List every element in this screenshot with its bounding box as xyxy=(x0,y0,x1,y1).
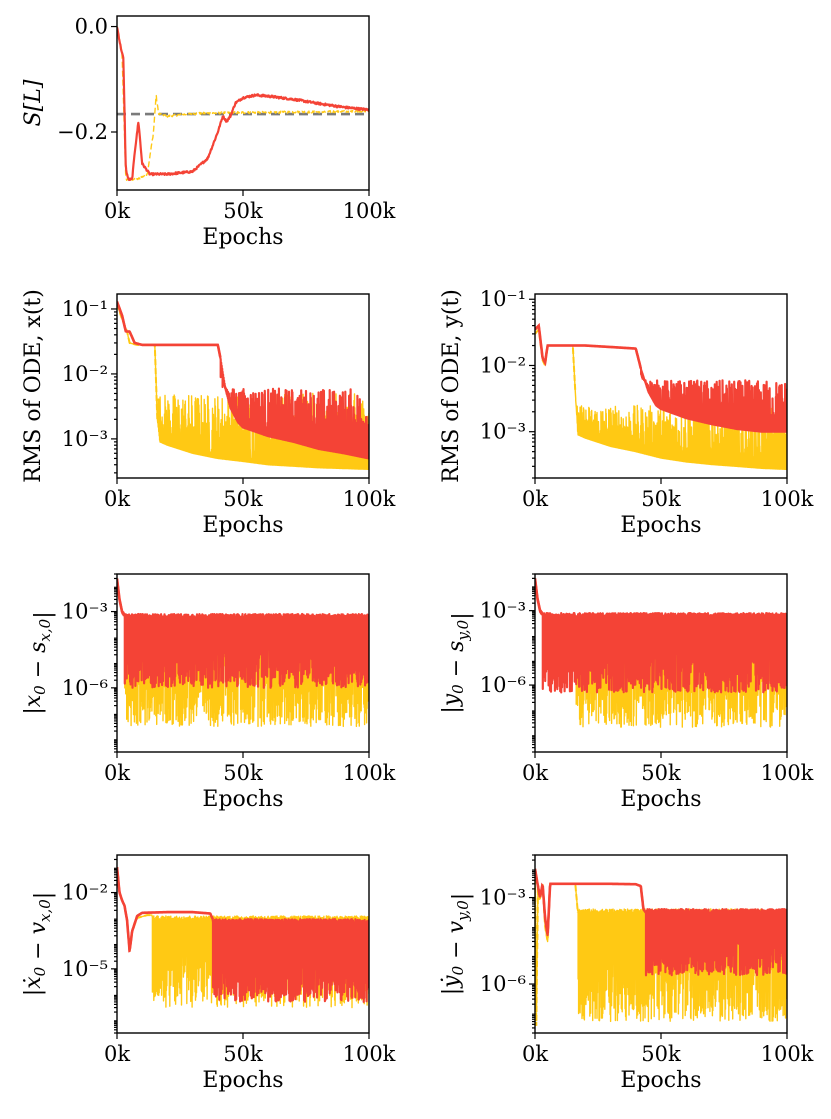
series-red-vy xyxy=(535,868,787,977)
x-axis-label-rmsx: Epochs xyxy=(202,513,283,538)
panel-vy: 0k 50k 100k Epochs 10⁻³ 10⁻⁶|ẏ0 − vy,0| xyxy=(439,854,814,1093)
panel-x0: 0k 50k 100k Epochs 10⁻³ 10⁻⁶|x0 − sx,0| xyxy=(21,573,396,812)
plot-area-x0 xyxy=(117,578,369,728)
trend-red-rmsx xyxy=(117,301,222,358)
panel-S: 0k 50k 100k Epochs 0.0 −0.2 S[L] xyxy=(21,15,396,250)
y-tick-label-x0: 10⁻³ xyxy=(62,600,108,624)
x-tick-label-x0: 50k xyxy=(223,761,263,785)
x-axis-label-y0: Epochs xyxy=(620,787,701,812)
x-tick-label-vx: 100k xyxy=(343,1042,396,1066)
y-tick-label-vx: 10⁻⁵ xyxy=(62,957,108,981)
series-red-vx xyxy=(117,866,369,1003)
y-tick-label-rmsy: 10⁻³ xyxy=(480,420,526,444)
y-tick-label-x0: 10⁻⁶ xyxy=(62,676,108,700)
x-tick-label-x0: 0k xyxy=(104,761,130,785)
panel-vx: 0k 50k 100k Epochs 10⁻² 10⁻⁵|ẋ0 − vx,0| xyxy=(21,854,396,1093)
x-tick-label-S: 0k xyxy=(104,199,130,223)
x-tick-label-rmsx: 50k xyxy=(223,487,263,511)
trend-yellow-vx xyxy=(117,866,153,952)
plot-area-y0 xyxy=(535,578,787,728)
trend-red-rmsy xyxy=(535,322,643,369)
x-axis-label-x0: Epochs xyxy=(202,787,283,812)
plot-area-vy xyxy=(535,868,787,1026)
series-red-rmsy xyxy=(535,322,787,433)
line-red-y0 xyxy=(535,578,787,694)
y-axis-label-rmsy: RMS of ODE, y(t) xyxy=(439,289,464,483)
trend-red-vy xyxy=(535,868,647,935)
trend-red-x0 xyxy=(117,578,126,617)
x-tick-label-rmsy: 100k xyxy=(761,487,814,511)
trend-red-vx xyxy=(117,866,214,953)
y-tick-label-y0: 10⁻³ xyxy=(480,599,526,623)
y-tick-label-rmsx: 10⁻³ xyxy=(62,427,108,451)
line-red-S xyxy=(117,26,369,182)
y-tick-label-rmsx: 10⁻¹ xyxy=(62,297,108,321)
x-tick-label-S: 50k xyxy=(223,199,263,223)
plot-area-vx xyxy=(117,866,369,1009)
y-tick-label-vy: 10⁻³ xyxy=(480,886,526,910)
y-axis-label-vx: |ẋ0 − vx,0| xyxy=(21,892,56,996)
series-red-x0 xyxy=(117,578,369,689)
y-tick-label-rmsx: 10⁻² xyxy=(62,362,108,386)
y-tick-label-rmsy: 10⁻² xyxy=(480,353,526,377)
x-tick-label-vx: 0k xyxy=(104,1042,130,1066)
x-tick-label-rmsy: 50k xyxy=(641,487,681,511)
x-axis-label-S: Epochs xyxy=(202,225,283,250)
line-yellow-S xyxy=(117,26,369,181)
x-axis-label-rmsy: Epochs xyxy=(620,513,701,538)
x-tick-label-vx: 50k xyxy=(223,1042,263,1066)
y-axis-label-S: S[L] xyxy=(21,79,46,126)
y-tick-label-vx: 10⁻² xyxy=(62,881,108,905)
panel-rmsy: 0k 50k 100k Epochs 10⁻¹ 10⁻² 10⁻³ RMS of ODE, y… xyxy=(439,287,814,538)
line-red-x0 xyxy=(117,578,369,689)
y-axis-label-x0: |x0 − sx,0| xyxy=(21,611,56,714)
series-red-y0 xyxy=(535,578,787,694)
x-tick-label-vy: 50k xyxy=(641,1042,681,1066)
x-tick-label-y0: 0k xyxy=(522,761,548,785)
trend-red-y0 xyxy=(535,578,544,616)
x-tick-label-x0: 100k xyxy=(343,761,396,785)
plot-area-S xyxy=(117,26,369,182)
series-yellow-S xyxy=(117,26,369,181)
x-axis-label-vy: Epochs xyxy=(620,1068,701,1093)
y-tick-label-S: 0.0 xyxy=(75,15,108,39)
y-axis-label-vy: |ẏ0 − vy,0| xyxy=(439,893,474,995)
y-axis-label-rmsx: RMS of ODE, x(t) xyxy=(21,289,46,483)
x-tick-label-vy: 100k xyxy=(761,1042,814,1066)
plot-area-rmsy xyxy=(535,322,787,471)
plot-area-rmsx xyxy=(117,301,369,470)
axes-frame-S xyxy=(116,15,370,191)
series-red-rmsx xyxy=(117,301,369,460)
series-red-S xyxy=(117,26,369,182)
y-tick-label-S: −0.2 xyxy=(57,120,108,144)
y-tick-label-vy: 10⁻⁶ xyxy=(480,972,526,996)
x-tick-label-S: 100k xyxy=(343,199,396,223)
y-tick-label-rmsy: 10⁻¹ xyxy=(480,287,526,311)
x-tick-label-vy: 0k xyxy=(522,1042,548,1066)
panel-y0: 0k 50k 100k Epochs 10⁻³ 10⁻⁶|y0 − sy,0| xyxy=(439,573,814,812)
x-tick-label-y0: 50k xyxy=(641,761,681,785)
panel-rmsx: 0k 50k 100k Epochs 10⁻¹ 10⁻² 10⁻³ RMS of ODE, x… xyxy=(21,289,396,538)
x-axis-label-vx: Epochs xyxy=(202,1068,283,1093)
x-tick-label-y0: 100k xyxy=(761,761,814,785)
y-tick-label-y0: 10⁻⁶ xyxy=(480,673,526,697)
line-yellow-rmsy xyxy=(535,329,787,471)
x-tick-label-rmsx: 100k xyxy=(343,487,396,511)
y-axis-label-y0: |y0 − sy,0| xyxy=(439,612,474,713)
x-tick-label-rmsy: 0k xyxy=(522,487,548,511)
x-tick-label-rmsx: 0k xyxy=(104,487,130,511)
